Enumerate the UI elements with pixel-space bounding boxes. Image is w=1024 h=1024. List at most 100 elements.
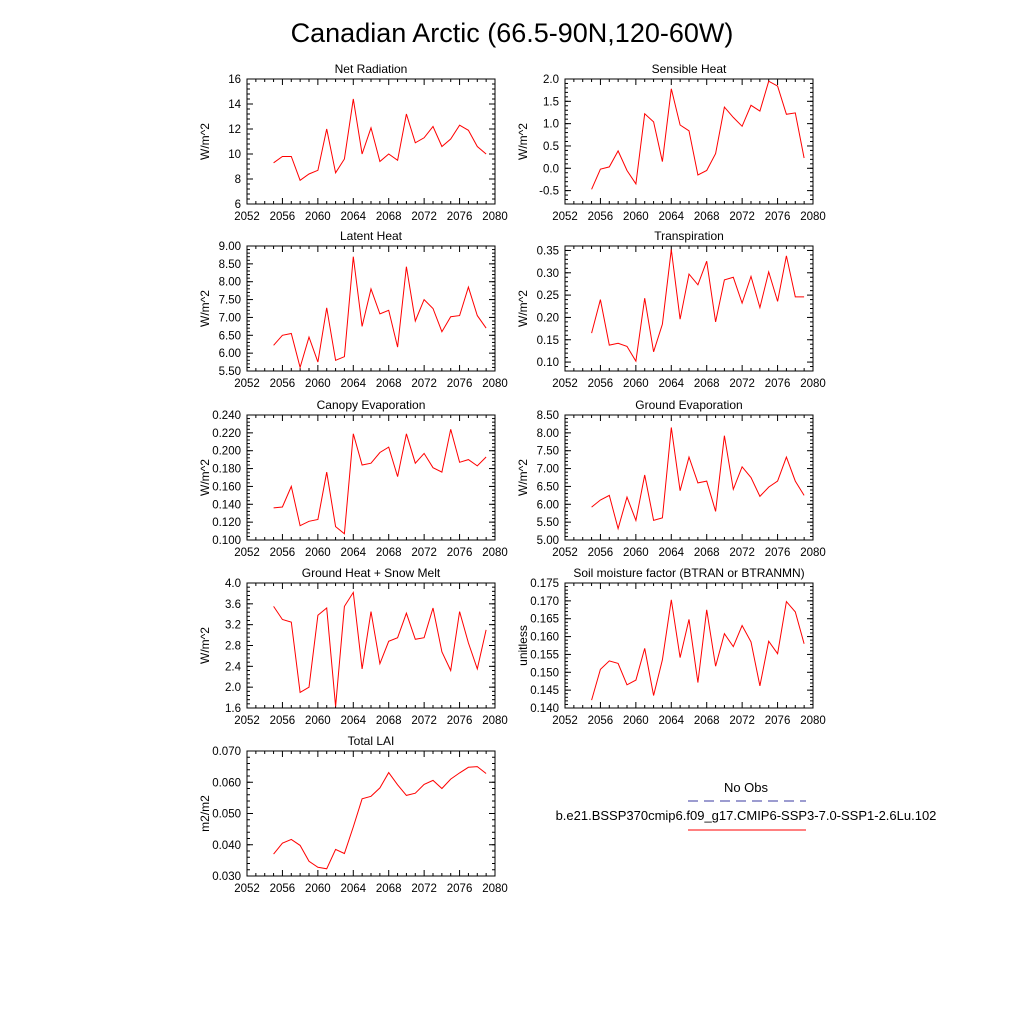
y-tick-label: 0.15 — [537, 335, 559, 347]
panel-title: Soil moisture factor (BTRAN or BTRANMN) — [573, 566, 804, 580]
x-tick-label: 2056 — [588, 547, 614, 559]
x-tick-label: 2060 — [305, 715, 331, 727]
panel-title: Latent Heat — [340, 229, 403, 243]
y-tick-label: 7.00 — [537, 464, 559, 476]
series-line — [591, 599, 805, 701]
chart-panel: Transpiration 2052 2056 2060 2064 2068 2072 207… — [516, 229, 826, 390]
x-tick-label: 2060 — [305, 378, 331, 390]
y-tick-label: 2.0 — [543, 74, 559, 86]
y-tick-label: 5.00 — [537, 535, 559, 547]
y-axis-label: W/m^2 — [516, 459, 530, 496]
panel-title: Ground Evaporation — [635, 398, 742, 412]
x-tick-label: 2064 — [340, 883, 366, 895]
x-tick-label: 2060 — [305, 883, 331, 895]
x-tick-label: 2076 — [447, 378, 473, 390]
y-tick-label: 6.50 — [537, 481, 559, 493]
chart-panel: Soil moisture factor (BTRAN or BTRANMN) 2… — [516, 566, 826, 727]
y-tick-label: 0.030 — [212, 871, 241, 883]
x-tick-label: 2052 — [552, 211, 578, 223]
x-tick-label: 2064 — [658, 211, 684, 223]
x-tick-label: 2076 — [765, 378, 791, 390]
x-tick-label: 2056 — [270, 378, 296, 390]
series-line — [591, 80, 805, 190]
y-tick-label: 0.25 — [537, 290, 559, 302]
x-tick-label: 2052 — [552, 547, 578, 559]
y-tick-label: 0.240 — [212, 410, 241, 422]
x-tick-label: 2080 — [482, 883, 508, 895]
y-tick-label: 0.5 — [543, 141, 559, 153]
x-tick-label: 2080 — [800, 378, 826, 390]
x-tick-label: 2060 — [623, 547, 649, 559]
x-tick-label: 2052 — [552, 715, 578, 727]
x-tick-label: 2060 — [623, 211, 649, 223]
panel-title: Net Radiation — [335, 62, 408, 76]
panel-title: Canopy Evaporation — [317, 398, 426, 412]
y-tick-label: 8.00 — [537, 428, 559, 440]
y-axis-label: W/m^2 — [516, 123, 530, 160]
y-tick-label: 0.200 — [212, 446, 241, 458]
x-tick-label: 2056 — [270, 883, 296, 895]
series-line — [273, 429, 487, 535]
x-tick-label: 2076 — [765, 547, 791, 559]
panel-title: Ground Heat + Snow Melt — [302, 566, 441, 580]
y-tick-label: 4.0 — [225, 578, 241, 590]
series-line — [273, 256, 487, 370]
plot-frame — [564, 414, 814, 541]
x-tick-label: 2068 — [694, 715, 720, 727]
y-tick-label: 16 — [228, 74, 241, 86]
x-tick-label: 2068 — [376, 883, 402, 895]
y-tick-label: 0.120 — [212, 517, 241, 529]
chart-panel: Latent Heat 2052 2056 2060 2064 2068 2072 2076 2… — [198, 229, 508, 390]
x-tick-label: 2060 — [623, 378, 649, 390]
y-tick-label: 2.4 — [225, 661, 242, 673]
y-tick-label: 0.220 — [212, 428, 241, 440]
y-tick-label: 8.00 — [219, 277, 241, 289]
x-tick-label: 2064 — [340, 378, 366, 390]
y-tick-label: 3.6 — [225, 599, 241, 611]
plot-frame — [246, 245, 496, 372]
y-tick-label: 6 — [235, 199, 241, 211]
x-tick-label: 2068 — [376, 211, 402, 223]
y-tick-label: 0.165 — [530, 614, 559, 626]
x-tick-label: 2052 — [234, 378, 260, 390]
x-tick-label: 2072 — [729, 378, 755, 390]
y-tick-label: 10 — [228, 149, 241, 161]
x-tick-label: 2064 — [658, 378, 684, 390]
y-axis-label: W/m^2 — [516, 290, 530, 327]
x-tick-label: 2068 — [694, 547, 720, 559]
y-tick-label: 8 — [235, 174, 241, 186]
y-tick-label: 0.0 — [543, 163, 559, 175]
x-tick-label: 2068 — [694, 211, 720, 223]
y-tick-label: 0.050 — [212, 809, 241, 821]
x-tick-label: 2080 — [482, 715, 508, 727]
chart-panel: Net Radiation 2052 2056 2060 2064 2068 2072 207… — [198, 62, 508, 223]
y-tick-label: 6.00 — [219, 348, 241, 360]
figure-title: Canadian Arctic (66.5-90N,120-60W) — [291, 18, 734, 48]
x-tick-label: 2068 — [376, 378, 402, 390]
chart-panel: Total LAI 2052 2056 2060 2064 2068 2072 2076 208… — [198, 734, 508, 895]
y-tick-label: 2.0 — [225, 682, 241, 694]
y-tick-label: 3.2 — [225, 620, 241, 632]
y-tick-label: 7.00 — [219, 312, 241, 324]
x-tick-label: 2072 — [411, 883, 437, 895]
series-line — [273, 590, 487, 707]
y-tick-label: 0.160 — [530, 632, 559, 644]
y-tick-label: 1.5 — [543, 96, 559, 108]
chart-panel: Ground Evaporation 2052 2056 2060 2064 2068 20… — [516, 398, 826, 559]
panel-title: Total LAI — [348, 734, 395, 748]
y-axis-label: W/m^2 — [198, 627, 212, 664]
y-tick-label: 0.140 — [530, 703, 559, 715]
y-tick-label: 5.50 — [537, 517, 559, 529]
y-tick-label: 0.060 — [212, 777, 241, 789]
y-tick-label: 8.50 — [219, 259, 241, 271]
legend-run-label: b.e21.BSSP370cmip6.f09_g17.CMIP6-SSP3-7.… — [556, 808, 937, 823]
y-tick-label: 14 — [228, 99, 241, 111]
x-tick-label: 2076 — [765, 715, 791, 727]
y-tick-label: 0.040 — [212, 840, 241, 852]
x-tick-label: 2056 — [270, 211, 296, 223]
plot-frame — [564, 78, 814, 205]
plot-frame — [246, 582, 496, 709]
x-tick-label: 2060 — [305, 211, 331, 223]
x-tick-label: 2056 — [588, 378, 614, 390]
y-tick-label: 0.145 — [530, 685, 559, 697]
